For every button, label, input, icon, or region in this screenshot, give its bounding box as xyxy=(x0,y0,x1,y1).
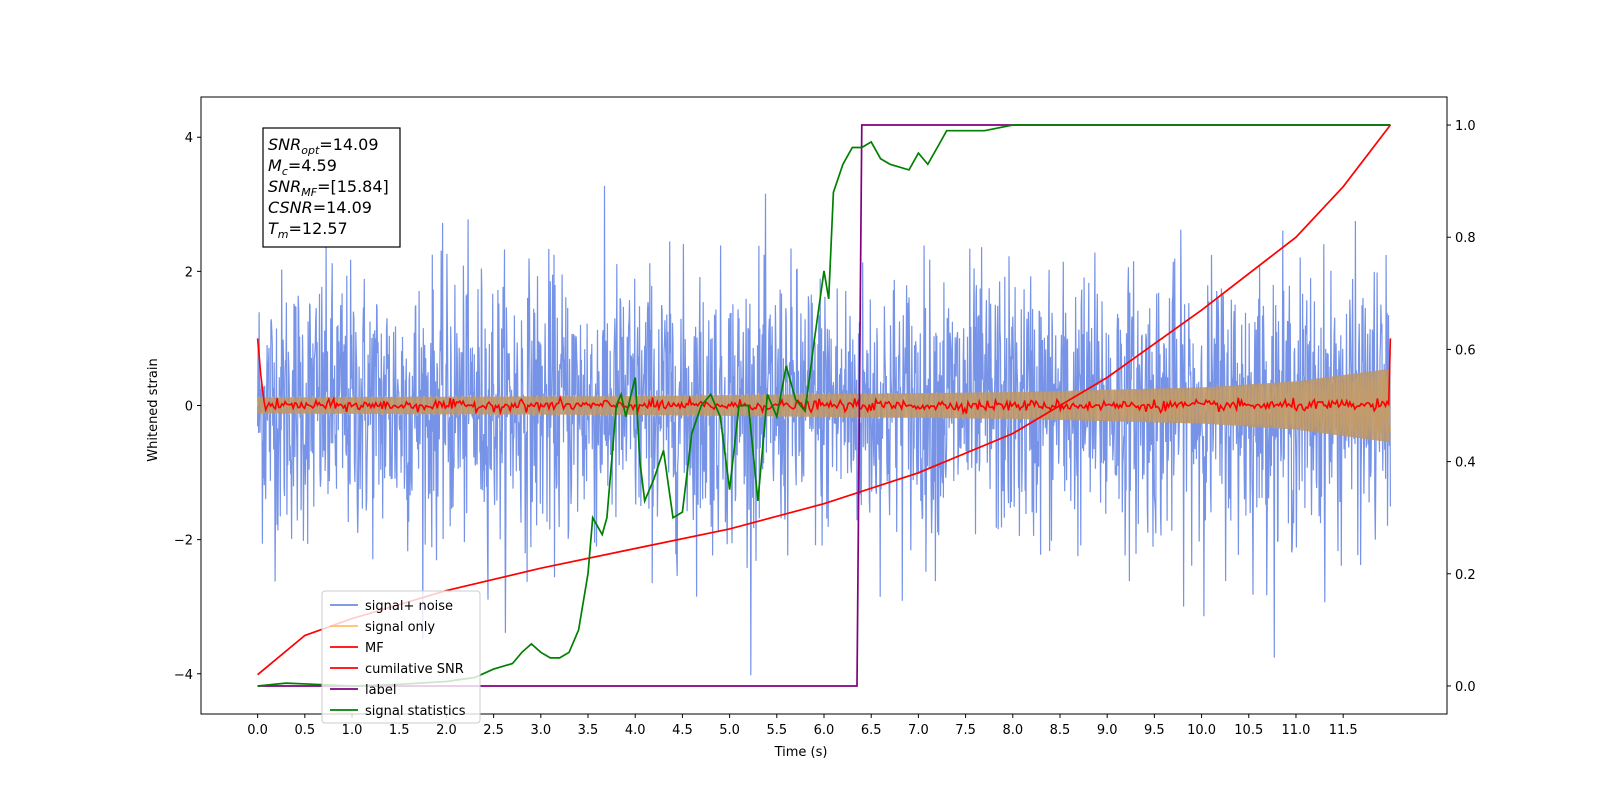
legend-label: signal+ noise xyxy=(365,599,453,614)
legend-label: label xyxy=(365,683,396,698)
stats-line: SNRMF=[15.84] xyxy=(268,177,389,199)
y-tick-label-left: 4 xyxy=(185,131,193,146)
y-tick-label-left: −4 xyxy=(174,668,193,683)
x-tick-label: 5.5 xyxy=(766,723,787,738)
y-tick-label-right: 0.0 xyxy=(1455,680,1476,695)
legend-label: cumilative SNR xyxy=(365,662,464,677)
x-tick-label: 11.5 xyxy=(1329,723,1358,738)
series-mf xyxy=(256,338,1392,416)
series-signal-statistics xyxy=(257,124,1391,687)
x-axis-label: Time (s) xyxy=(774,745,828,760)
x-tick-label: 5.0 xyxy=(719,723,740,738)
y-tick-label-left: 2 xyxy=(185,265,193,280)
x-tick-label: 0.0 xyxy=(247,723,268,738)
stats-annotation: SNRopt=14.09Mc=4.59SNRMF=[15.84]CSNR=14.… xyxy=(262,127,401,248)
x-tick-label: 10.5 xyxy=(1234,723,1263,738)
y-tick-label-left: −2 xyxy=(174,534,193,549)
y-tick-label-right: 0.4 xyxy=(1455,456,1476,471)
x-tick-label: 4.5 xyxy=(672,723,693,738)
legend: signal+ noise signal only MF cumilative SNR… xyxy=(321,590,481,724)
y-tick-label-right: 1.0 xyxy=(1455,119,1476,134)
stats-line: CSNR=14.09 xyxy=(268,198,372,217)
x-tick-label: 1.0 xyxy=(342,723,363,738)
legend-label: signal only xyxy=(365,620,435,635)
plot-area xyxy=(256,124,1392,687)
y-tick-label-left: 0 xyxy=(185,400,193,415)
stats-line: Tm=12.57 xyxy=(268,219,348,241)
x-tick-label: 3.0 xyxy=(530,723,551,738)
x-tick-label: 4.0 xyxy=(625,723,646,738)
x-tick-label: 8.0 xyxy=(1002,723,1023,738)
y-tick-label-right: 0.2 xyxy=(1455,568,1476,583)
axes: 0.0 0.5 1.0 1.5 2.0 2.5 3.0 3.5 4.0 4.5 5.0 5.5 6.0 6… xyxy=(174,96,1476,738)
x-tick-label: 9.5 xyxy=(1144,723,1165,738)
x-tick-label: 10.0 xyxy=(1187,723,1216,738)
y-tick-label-right: 0.6 xyxy=(1455,343,1476,358)
x-tick-label: 6.5 xyxy=(861,723,882,738)
stats-line: SNRopt=14.09 xyxy=(268,135,379,157)
x-tick-label: 9.0 xyxy=(1097,723,1118,738)
y-axis-label: Whitened strain xyxy=(146,358,161,461)
x-tick-label: 6.0 xyxy=(814,723,835,738)
x-tick-label: 8.5 xyxy=(1050,723,1071,738)
x-tick-label: 11.0 xyxy=(1281,723,1310,738)
x-tick-label: 2.0 xyxy=(436,723,457,738)
x-tick-label: 3.5 xyxy=(578,723,599,738)
legend-box xyxy=(321,590,481,724)
x-tick-label: 2.5 xyxy=(483,723,504,738)
x-tick-label: 7.0 xyxy=(908,723,929,738)
x-tick-label: 7.5 xyxy=(955,723,976,738)
stats-line: Mc=4.59 xyxy=(268,156,337,178)
stats-box xyxy=(262,127,401,248)
y-tick-label-right: 0.8 xyxy=(1455,231,1476,246)
legend-label: MF xyxy=(365,641,384,656)
x-tick-label: 0.5 xyxy=(294,723,315,738)
x-tick-label: 1.5 xyxy=(389,723,410,738)
legend-label: signal statistics xyxy=(365,704,466,719)
